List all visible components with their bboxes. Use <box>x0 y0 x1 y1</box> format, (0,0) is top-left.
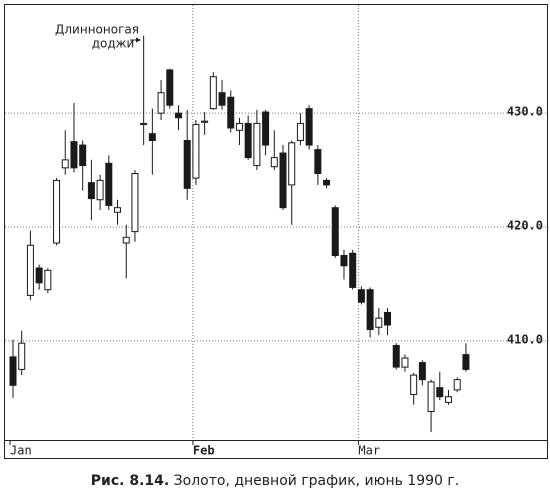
x-tick-label: Jan <box>10 444 32 458</box>
candle-body <box>288 142 296 186</box>
candle-body <box>244 122 252 159</box>
candle-body <box>235 122 243 131</box>
candle-body <box>148 133 156 142</box>
candle-body <box>392 344 400 368</box>
candle-body <box>53 179 61 244</box>
y-tick-label: 410.0 <box>507 332 543 346</box>
candle-body <box>279 152 287 209</box>
candle-body <box>427 381 435 413</box>
annotation: доджи <box>92 37 135 51</box>
annotation-arrowhead <box>136 37 141 43</box>
y-tick-label: 430.0 <box>507 105 543 119</box>
candle-body <box>453 379 461 391</box>
candle-body <box>61 159 69 169</box>
candle-body <box>9 356 17 386</box>
candle-body <box>122 236 130 244</box>
candle-body <box>349 252 357 288</box>
candle-body <box>105 162 113 206</box>
candle-body <box>462 354 470 370</box>
candle-body <box>44 269 52 291</box>
candle-body <box>340 255 348 267</box>
candle-body <box>418 362 426 381</box>
candle-body <box>305 108 313 146</box>
candle-body <box>296 122 304 142</box>
candle-body <box>375 317 383 328</box>
caption: Рис. 8.14. Золото, дневной график, июнь … <box>91 473 459 489</box>
candle-body <box>131 173 139 233</box>
candle-body <box>18 342 26 370</box>
candle-body <box>79 144 87 167</box>
x-tick-label: Feb <box>193 444 215 458</box>
candle-body <box>87 182 95 200</box>
candle-body <box>445 396 452 403</box>
candle-body <box>227 96 235 129</box>
x-tick-label: Mar <box>358 444 380 458</box>
candle-body <box>410 374 418 395</box>
candle-body <box>323 179 331 186</box>
candle-body <box>114 207 122 213</box>
candle-body <box>140 122 148 126</box>
candle-body <box>357 289 365 303</box>
candle-body <box>96 179 104 201</box>
candle-body <box>262 111 270 146</box>
candle-body <box>270 157 278 168</box>
candle-body <box>436 387 444 398</box>
candle-body <box>166 69 174 106</box>
candle-body <box>201 120 209 123</box>
candle-body <box>35 267 43 284</box>
candle-body <box>314 149 322 175</box>
caption-label: Рис. 8.14. <box>91 473 169 489</box>
candle-body <box>401 357 409 368</box>
candle-body <box>331 207 339 257</box>
candle-body <box>218 92 226 106</box>
candle-body <box>366 289 374 331</box>
candle-body <box>253 122 261 167</box>
candle-body <box>70 141 78 169</box>
candle-body <box>209 76 217 110</box>
annotation: Длинноногая <box>55 23 139 37</box>
y-tick-label: 420.0 <box>507 219 543 233</box>
plot-frame <box>4 4 548 459</box>
candle-body <box>183 140 191 189</box>
candle-body <box>174 112 182 119</box>
candle-body <box>157 92 165 114</box>
candle-body <box>192 124 200 179</box>
candle-body <box>26 244 34 296</box>
candle-body <box>384 311 392 326</box>
caption-text: Золото, дневной график, июнь 1990 г. <box>174 473 460 489</box>
